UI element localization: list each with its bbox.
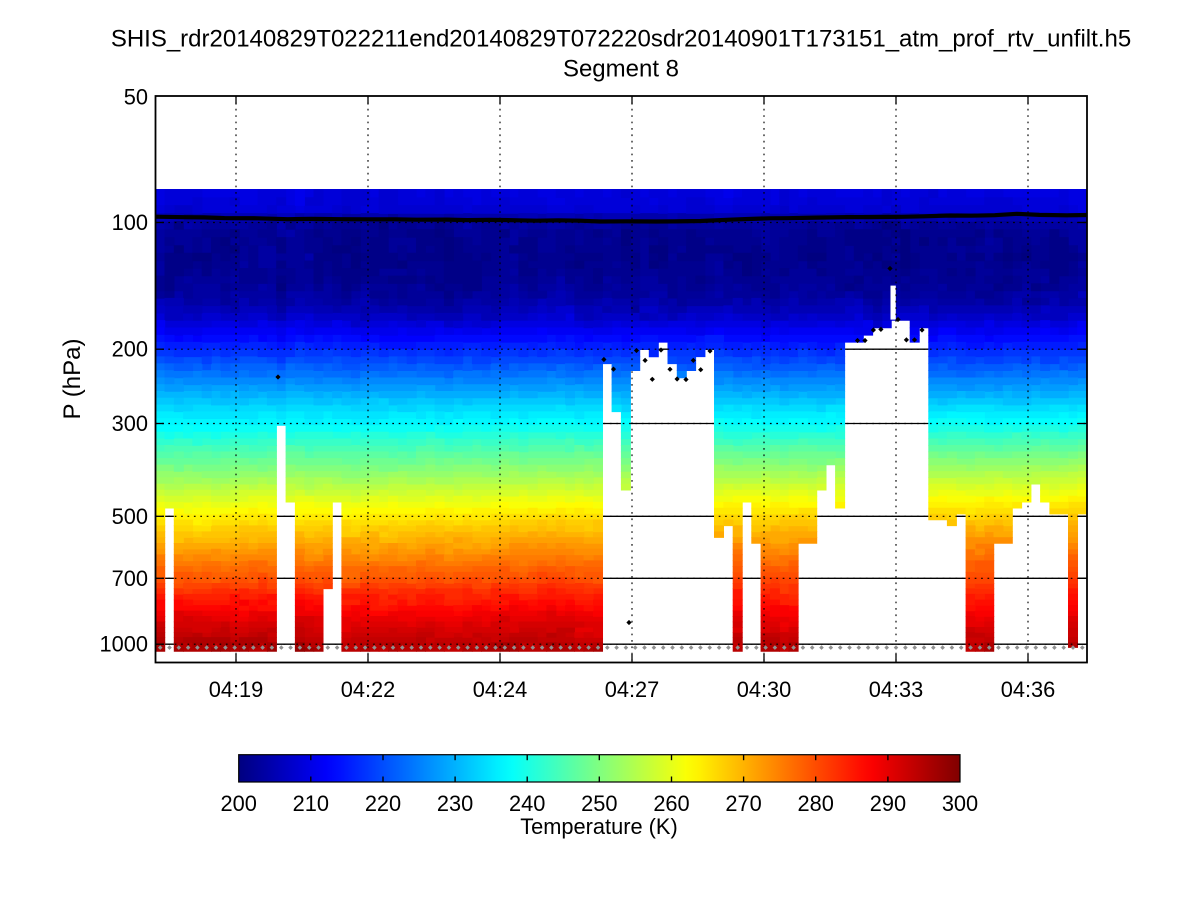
svg-text:04:24: 04:24 (473, 677, 528, 702)
svg-text:290: 290 (870, 791, 906, 816)
svg-text:200: 200 (221, 791, 257, 816)
svg-text:250: 250 (581, 791, 617, 816)
svg-text:100: 100 (112, 210, 148, 235)
svg-text:Segment 8: Segment 8 (563, 56, 679, 83)
svg-text:230: 230 (437, 791, 473, 816)
svg-text:270: 270 (725, 791, 761, 816)
svg-text:280: 280 (798, 791, 834, 816)
svg-text:700: 700 (112, 566, 148, 591)
svg-text:P (hPa): P (hPa) (59, 339, 86, 420)
svg-text:220: 220 (365, 791, 401, 816)
svg-text:1000: 1000 (100, 632, 149, 657)
svg-text:04:30: 04:30 (737, 677, 792, 702)
svg-text:210: 210 (293, 791, 329, 816)
svg-text:04:36: 04:36 (1001, 677, 1056, 702)
svg-text:Temperature (K): Temperature (K) (520, 814, 677, 839)
svg-text:240: 240 (509, 791, 545, 816)
svg-text:SHIS_rdr20140829T022211end2014: SHIS_rdr20140829T022211end20140829T07222… (111, 26, 1131, 53)
svg-text:04:27: 04:27 (605, 677, 660, 702)
svg-text:300: 300 (942, 791, 978, 816)
svg-text:04:19: 04:19 (209, 677, 264, 702)
svg-text:50: 50 (124, 85, 148, 110)
svg-text:200: 200 (112, 337, 148, 362)
svg-text:500: 500 (112, 504, 148, 529)
svg-text:300: 300 (112, 411, 148, 436)
svg-text:04:22: 04:22 (341, 677, 396, 702)
svg-text:260: 260 (653, 791, 689, 816)
svg-text:04:33: 04:33 (869, 677, 924, 702)
